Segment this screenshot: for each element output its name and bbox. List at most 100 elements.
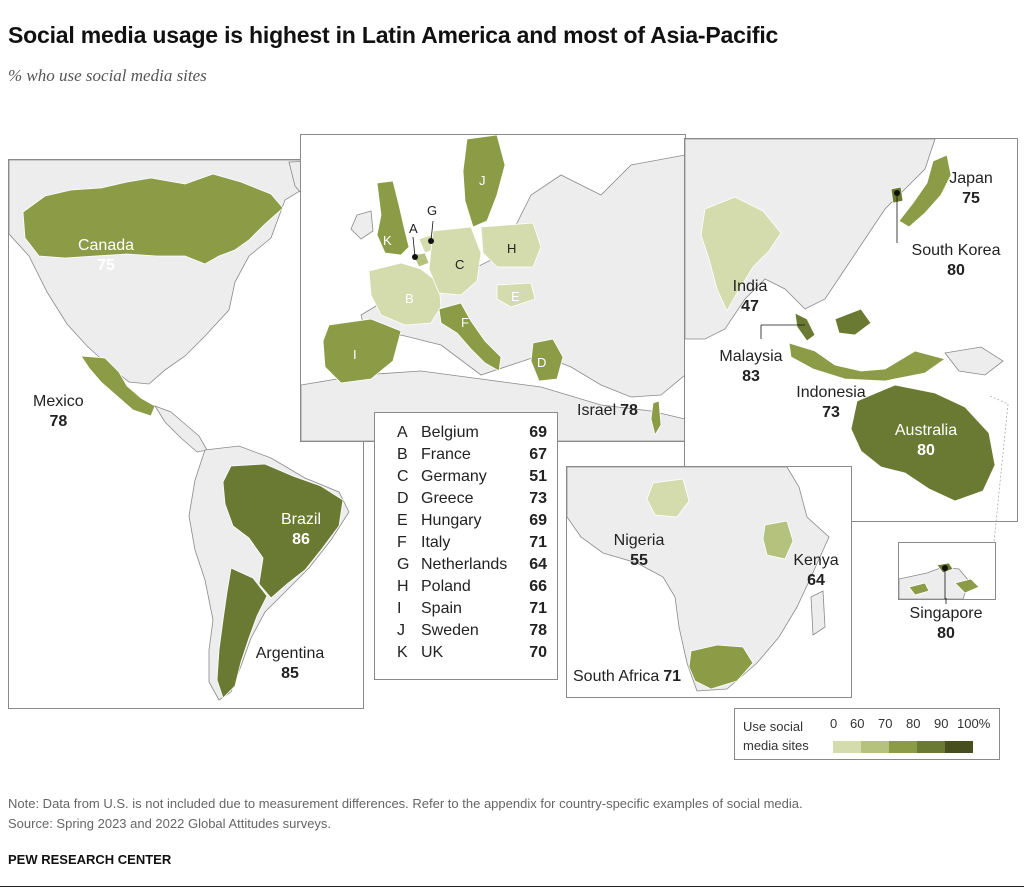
europe-key-table: A Belgium 69 B France 67 C Germany 51 D Greece 7… <box>374 412 558 680</box>
nigeria-shape <box>646 478 690 518</box>
singapore-value: 80 <box>937 625 955 642</box>
singapore-name: Singapore <box>909 605 983 622</box>
india-shape <box>700 196 782 312</box>
legend-tick-0: 0 <box>830 716 838 731</box>
table-row: K UK 70 <box>397 642 547 664</box>
spain-shape <box>322 318 402 384</box>
row-value: 64 <box>529 556 547 573</box>
europe-letter-a: A <box>409 221 418 236</box>
canada-name: Canada <box>77 237 135 254</box>
poland-shape <box>480 222 542 268</box>
pew-logo-text: PEW RESEARCH CENTER <box>8 852 172 867</box>
nigeria-label: Nigeria 55 <box>605 531 673 571</box>
brazil-value: 86 <box>292 531 310 548</box>
row-key: A <box>397 424 408 441</box>
australia-label: Australia 80 <box>881 421 971 461</box>
nigeria-name: Nigeria <box>613 532 665 549</box>
table-row: E Hungary 69 <box>397 510 547 532</box>
europe-letter-f: F <box>461 315 469 330</box>
canada-value: 75 <box>97 257 115 274</box>
row-value: 51 <box>529 468 547 485</box>
footer-rule <box>0 886 1024 887</box>
legend-tick-100: 100% <box>957 716 991 731</box>
asia-pacific-map <box>685 139 1017 521</box>
europe-map-panel: A B C D E F G H I J K Israel 78 <box>300 134 686 442</box>
europe-letter-e: E <box>511 289 520 304</box>
row-country: Greece <box>421 490 474 507</box>
brazil-shape <box>222 463 344 599</box>
mexico-label: Mexico 78 <box>33 392 84 432</box>
row-country: UK <box>421 644 444 661</box>
brazil-name: Brazil <box>280 511 321 528</box>
row-key: D <box>397 490 409 507</box>
ireland-shape <box>350 210 374 240</box>
source-note: Source: Spring 2023 and 2022 Global Atti… <box>8 816 332 831</box>
greece-shape <box>530 338 564 382</box>
legend-swatch-90-100 <box>945 741 973 753</box>
singapore-inset-panel <box>898 542 996 600</box>
malaysia-borneo-shape <box>834 308 872 336</box>
singapore-label: Singapore 80 <box>896 604 996 644</box>
asia-pacific-map-panel: Japan 75 South Korea 80 India 47 Malaysi… <box>684 138 1018 522</box>
row-value: 69 <box>529 512 547 529</box>
israel-shape <box>650 400 662 437</box>
row-country: Belgium <box>421 424 479 441</box>
indonesia-label: Indonesia 73 <box>785 383 877 423</box>
malaysia-label: Malaysia 83 <box>711 347 791 387</box>
legend-tick-70: 70 <box>878 716 893 731</box>
indonesia-shape <box>788 342 946 382</box>
row-key: C <box>397 468 409 485</box>
india-name: India <box>732 278 768 295</box>
indonesia-name: Indonesia <box>796 384 866 401</box>
europe-letter-k: K <box>383 233 392 248</box>
nigeria-value: 55 <box>630 552 648 569</box>
australia-shape <box>850 384 996 502</box>
europe-letter-b: B <box>405 291 414 306</box>
canada-label: Canada 75 <box>65 236 147 276</box>
chart-title: Social media usage is highest in Latin A… <box>8 22 779 48</box>
argentina-name: Argentina <box>255 645 325 662</box>
europe-letter-h: H <box>507 241 517 256</box>
row-country: Germany <box>421 468 487 485</box>
row-key: E <box>397 512 408 529</box>
row-country: Netherlands <box>421 556 508 573</box>
kenya-shape <box>762 520 794 560</box>
legend-caption-line1: Use social <box>743 719 803 734</box>
australia-name: Australia <box>894 422 958 439</box>
row-value: 70 <box>529 644 547 661</box>
legend-caption: Use social media sites <box>743 717 809 755</box>
legend-tick-90: 90 <box>934 716 949 731</box>
india-label: India 47 <box>727 277 773 317</box>
india-value: 47 <box>741 298 759 315</box>
mexico-shape <box>80 355 156 417</box>
france-shape <box>368 262 442 326</box>
chart-subtitle: % who use social media sites <box>8 66 207 85</box>
table-row: C Germany 51 <box>397 466 547 488</box>
row-key: G <box>397 556 410 573</box>
south-korea-value: 80 <box>947 262 965 279</box>
legend-tick-80: 80 <box>906 716 921 731</box>
europe-letter-g: G <box>427 203 438 218</box>
italy-shape <box>438 302 502 372</box>
row-country: Italy <box>421 534 451 551</box>
table-row: D Greece 73 <box>397 488 547 510</box>
row-value: 73 <box>529 490 547 507</box>
uk-shape <box>376 180 410 256</box>
row-value: 78 <box>529 622 547 639</box>
argentina-shape <box>216 567 268 699</box>
legend-caption-line2: media sites <box>743 738 809 753</box>
south-africa-value: 71 <box>663 668 682 685</box>
israel-value: 78 <box>620 402 638 419</box>
south-korea-label: South Korea 80 <box>903 241 1009 281</box>
row-value: 67 <box>529 446 547 463</box>
table-row: J Sweden 78 <box>397 620 547 642</box>
australia-value: 80 <box>917 442 935 459</box>
south-korea-name: South Korea <box>911 242 1001 259</box>
row-value: 69 <box>529 424 547 441</box>
germany-shape <box>428 226 482 296</box>
south-africa-shape <box>688 644 754 690</box>
row-country: France <box>421 446 471 463</box>
singapore-map <box>899 562 980 599</box>
row-key: H <box>397 578 409 595</box>
riau-islands-shape <box>908 578 980 596</box>
